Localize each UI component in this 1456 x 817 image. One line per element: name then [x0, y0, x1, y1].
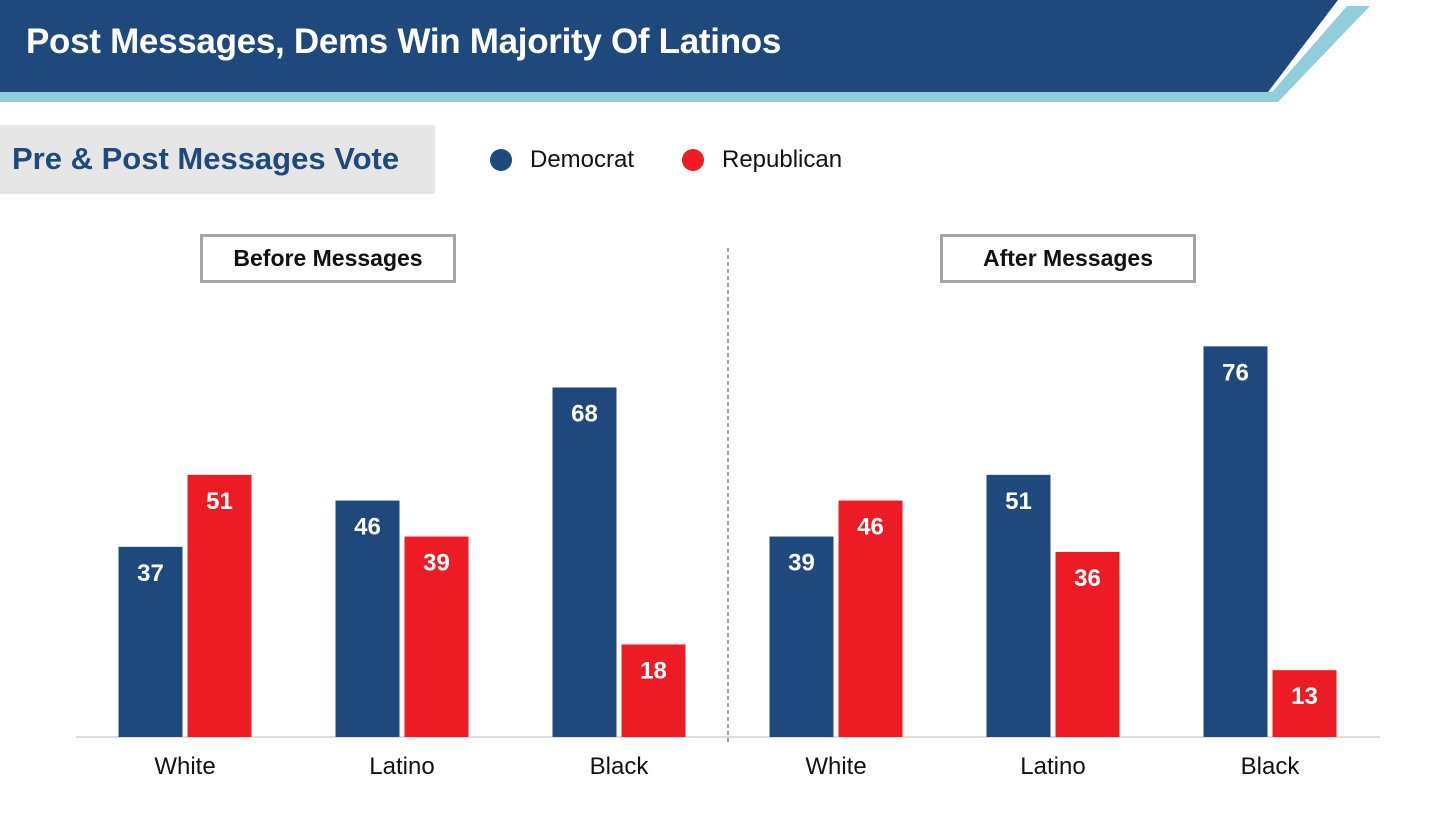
data-label-before-latino-republican: 39 [423, 550, 450, 577]
legend-item-republican: Republican [682, 145, 842, 175]
bar-before-black-democrat [552, 387, 617, 737]
bar-before-white-democrat [118, 546, 183, 737]
bar-before-white-republican [187, 474, 252, 737]
bar-after-latino-republican [1055, 551, 1120, 737]
page-title: Post Messages, Dems Win Majority Of Lati… [26, 22, 782, 61]
header-banner: Post Messages, Dems Win Majority Of Lati… [0, 0, 1456, 102]
data-label-before-latino-democrat: 46 [354, 514, 381, 541]
data-label-after-white-republican: 46 [857, 514, 884, 541]
bar-before-latino-democrat [335, 500, 400, 737]
x-tick-label-before-black: Black [590, 753, 650, 780]
data-label-after-white-democrat: 39 [788, 550, 815, 577]
x-tick-label-after-white: White [805, 753, 866, 780]
republican-dot-icon [682, 149, 704, 171]
democrat-dot-icon [490, 149, 512, 171]
bar-after-white-democrat [769, 536, 834, 737]
x-tick-label-after-latino: Latino [1020, 753, 1085, 780]
data-label-after-black-republican: 13 [1291, 683, 1318, 710]
x-tick-label-before-latino: Latino [369, 753, 434, 780]
bar-before-latino-republican [404, 536, 469, 737]
bar-after-latino-democrat [986, 474, 1051, 737]
chart-subtitle: Pre & Post Messages Vote [12, 141, 400, 176]
panel-label-before: Before Messages [200, 234, 456, 283]
bar-after-white-republican [838, 500, 903, 737]
x-tick-label-after-black: Black [1241, 753, 1301, 780]
data-label-before-black-democrat: 68 [571, 400, 598, 427]
data-label-before-white-democrat: 37 [137, 560, 164, 587]
bar-before-black-republican [621, 644, 686, 737]
panel-label-after: After Messages [940, 234, 1196, 283]
legend-label-republican: Republican [722, 146, 843, 173]
legend-item-democrat: Democrat [490, 145, 634, 175]
data-label-before-black-republican: 18 [640, 657, 667, 684]
data-label-after-latino-republican: 36 [1074, 565, 1101, 592]
header-banner-shape [0, 0, 1370, 102]
legend-label-democrat: Democrat [530, 146, 635, 173]
bar-after-black-democrat [1203, 346, 1268, 737]
data-label-before-white-republican: 51 [206, 488, 233, 515]
data-label-after-latino-democrat: 51 [1005, 488, 1032, 515]
subtitle-box: Pre & Post Messages Vote [0, 125, 435, 194]
data-label-after-black-democrat: 76 [1222, 359, 1249, 386]
bar-after-black-republican [1272, 670, 1337, 737]
x-tick-label-before-white: White [154, 753, 215, 780]
